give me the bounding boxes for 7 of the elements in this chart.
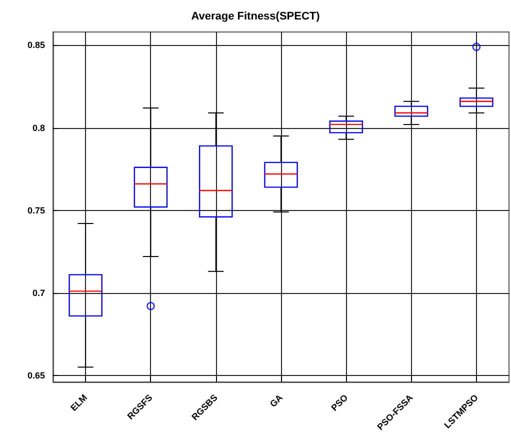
- y-tick-label: 0.75: [27, 205, 45, 216]
- y-tick-label: 0.8: [32, 122, 45, 133]
- y-tick-label: 0.85: [27, 40, 45, 50]
- chart-title: Average Fitness(SPECT): [191, 10, 320, 22]
- y-tick-label: 0.7: [32, 288, 45, 298]
- x-tick-label: GA: [268, 392, 285, 410]
- y-tick-label: 0.65: [27, 370, 45, 380]
